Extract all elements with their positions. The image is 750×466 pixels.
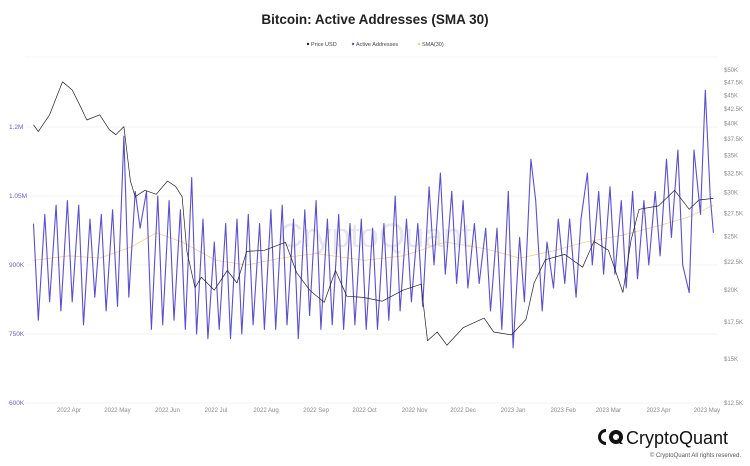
x-tick-label: 2023 Jan [501, 408, 526, 414]
cryptoquant-logo: CryptoQuant [598, 428, 728, 448]
right-tick-label: $37.5K [724, 137, 743, 143]
legend-swatch [306, 42, 310, 46]
copyright: © CryptoQuant All rights reserved. [650, 452, 741, 459]
left-tick-label: 900K [9, 262, 25, 269]
x-tick-label: 2023 Apr [646, 408, 670, 414]
right-tick-label: $40K [724, 122, 738, 128]
series-group [32, 81, 714, 349]
x-tick-label: 2022 Nov [402, 408, 428, 414]
x-tick-label: 2022 Aug [253, 408, 278, 414]
legend-label: Active Addresses [356, 42, 398, 48]
right-tick-label: $35K [724, 154, 738, 160]
left-tick-label: 1.2M [9, 124, 23, 131]
legend-item[interactable]: Price USD [306, 42, 337, 48]
right-axis: $12.5K $15K $17.5K $20K $22.5K $25K $27.5K $30K… [724, 68, 743, 407]
line-active-addresses [32, 89, 714, 349]
legend-label: SMA(30) [422, 42, 444, 48]
legend-swatch [351, 42, 355, 46]
right-tick-label: $27.5K [724, 212, 743, 218]
right-tick-label: $12.5K [724, 401, 743, 407]
right-tick-label: $15K [724, 357, 738, 363]
right-tick-label: $32.5K [724, 171, 743, 177]
right-tick-label: $22.5K [724, 260, 743, 266]
line-price-usd [33, 81, 714, 346]
gridlines [25, 126, 718, 404]
left-tick-label: 600K [9, 400, 25, 407]
x-axis: 2022 Apr 2022 May 2022 Jun 2022 Jul 2022 Aug… [57, 408, 720, 414]
right-tick-label: $17.5K [724, 320, 743, 326]
legend-label: Price USD [311, 42, 337, 48]
legend-item[interactable]: SMA(30) [417, 42, 444, 48]
series-price-usd [33, 81, 714, 346]
brand-name: CryptoQuant [626, 428, 728, 448]
right-tick-label: $45K [724, 93, 738, 99]
x-tick-label: 2023 Mar [596, 408, 621, 414]
right-tick-label: $20K [724, 288, 738, 294]
chart-title: Bitcoin: Active Addresses (SMA 30) [261, 12, 488, 27]
logo-icon [598, 429, 623, 445]
x-tick-label: 2022 Dec [450, 408, 476, 414]
watermark: CryptoQuant [279, 217, 472, 255]
x-tick-label: 2022 Sep [303, 408, 329, 414]
right-tick-label: $30K [724, 191, 738, 197]
left-axis: 600K 750K 900K 1.05M 1.2M [9, 124, 27, 407]
legend: Price USD Active Addresses SMA(30) [306, 42, 444, 48]
x-tick-label: 2022 Apr [57, 408, 81, 414]
right-tick-label: $50K [724, 68, 738, 74]
right-tick-label: $25K [724, 235, 738, 241]
x-tick-label: 2022 Jul [205, 408, 228, 414]
right-tick-label: $42.5K [724, 107, 743, 113]
left-tick-label: 750K [9, 331, 25, 338]
x-tick-label: 2022 Jun [155, 408, 180, 414]
x-tick-label: 2023 Feb [551, 408, 577, 414]
right-tick-label: $47.5K [724, 80, 743, 86]
legend-item[interactable]: Active Addresses [351, 42, 399, 48]
x-tick-label: 2022 Oct [352, 408, 377, 414]
series-active-addresses [32, 89, 714, 349]
line-sma-30 [33, 204, 714, 266]
left-tick-label: 1.05M [9, 193, 27, 200]
legend-swatch [417, 42, 421, 46]
x-tick-label: 2023 May [694, 408, 720, 414]
x-tick-label: 2022 May [104, 408, 130, 414]
